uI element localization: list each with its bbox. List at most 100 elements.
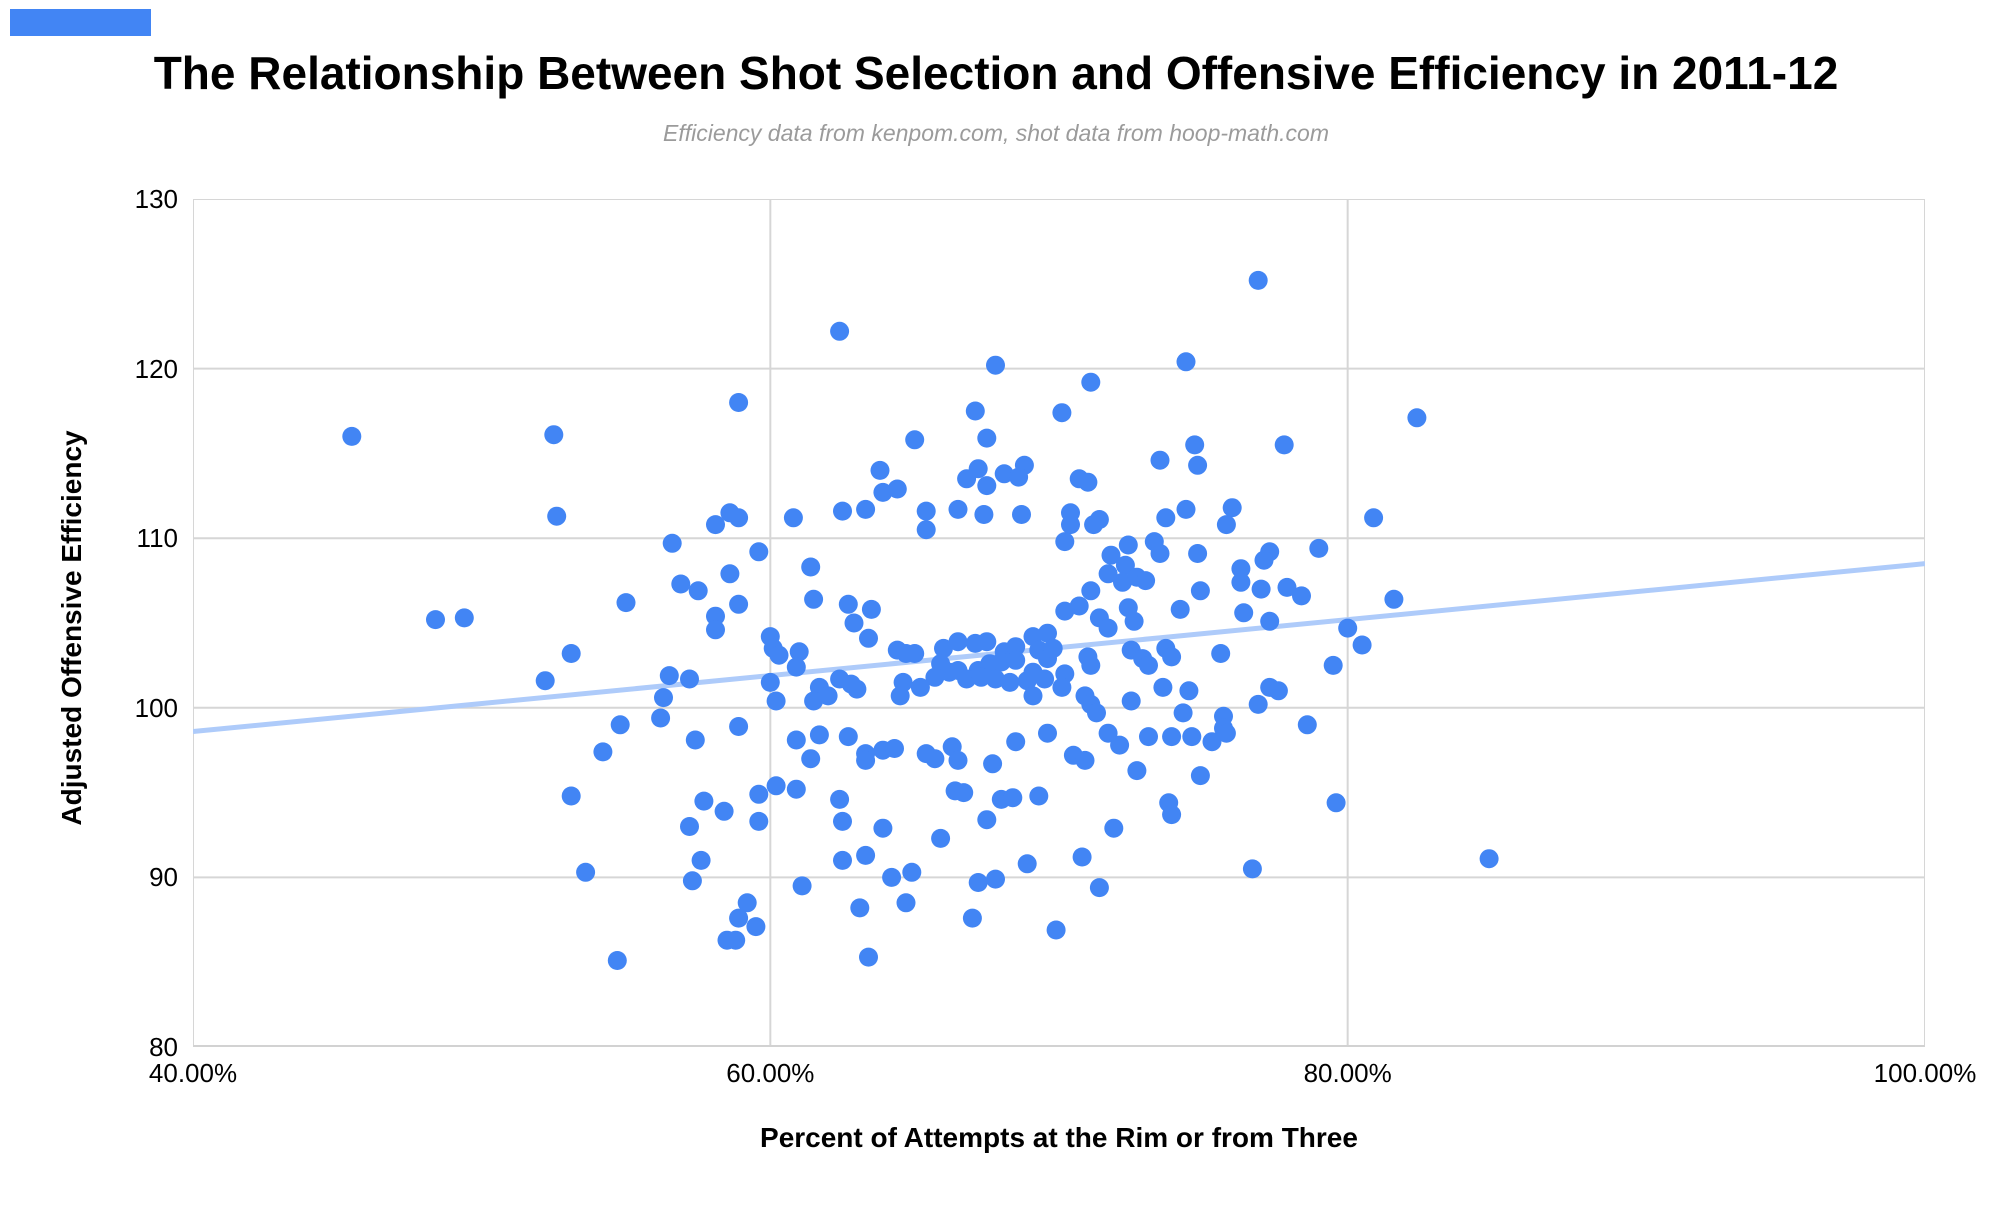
scatter-point bbox=[1407, 408, 1427, 428]
scatter-point bbox=[1127, 761, 1147, 781]
scatter-point bbox=[1139, 655, 1158, 675]
scatter-point bbox=[1173, 703, 1193, 723]
y-tick-label-130: 130 bbox=[134, 184, 178, 214]
scatter-point bbox=[1254, 550, 1274, 570]
scatter-point bbox=[1017, 854, 1037, 874]
scatter-point bbox=[1182, 727, 1202, 747]
scatter-point bbox=[1081, 655, 1101, 675]
scatter-point bbox=[830, 789, 850, 809]
scatter-point bbox=[454, 608, 474, 628]
scatter-point bbox=[1136, 571, 1156, 591]
scatter-point bbox=[1006, 637, 1026, 657]
scatter-point bbox=[706, 515, 725, 535]
scatter-point bbox=[1153, 677, 1173, 697]
scatter-point bbox=[714, 801, 734, 821]
scatter-point bbox=[1185, 435, 1205, 455]
scatter-point bbox=[1078, 472, 1098, 492]
y-tick-label-110: 110 bbox=[136, 523, 178, 554]
scatter-point bbox=[706, 620, 725, 640]
scatter-point bbox=[1156, 508, 1176, 528]
scatter-point bbox=[934, 638, 953, 658]
y-tick-label-100: 100 bbox=[134, 692, 178, 723]
scatter-point bbox=[1055, 601, 1075, 621]
scatter-point bbox=[1061, 515, 1080, 535]
scatter-point bbox=[957, 669, 977, 689]
scatter-point bbox=[833, 501, 852, 521]
scatter-point bbox=[1274, 435, 1294, 455]
scatter-point bbox=[1222, 498, 1242, 518]
scatter-point bbox=[885, 739, 904, 758]
scatter-point bbox=[1072, 847, 1092, 867]
scatter-point bbox=[786, 730, 806, 750]
chart-subtitle: Efficiency data from kenpom.com, shot da… bbox=[662, 120, 1329, 146]
scatter-point bbox=[1055, 532, 1075, 552]
scatter-point bbox=[1046, 920, 1066, 940]
scatter-point bbox=[1188, 544, 1208, 563]
scatter-point bbox=[1176, 499, 1196, 519]
scatter-point bbox=[1188, 455, 1208, 475]
scatter-point bbox=[792, 876, 812, 896]
scatter-point bbox=[769, 645, 789, 665]
scatter-point bbox=[680, 817, 699, 836]
scatter-point bbox=[838, 727, 858, 747]
scatter-point bbox=[986, 669, 1005, 689]
scatter-point bbox=[801, 749, 821, 769]
scatter-point bbox=[896, 893, 916, 913]
scatter-point bbox=[593, 742, 613, 762]
scatter-point bbox=[1087, 703, 1106, 723]
scatter-point bbox=[948, 750, 968, 770]
x-tick-label-80.00%: 80.00% bbox=[1303, 1058, 1392, 1088]
scatter-point bbox=[1121, 691, 1141, 711]
scatter-point bbox=[694, 791, 714, 811]
scatter-point bbox=[1052, 677, 1072, 697]
scatter-point bbox=[1277, 577, 1297, 597]
scatter-point bbox=[1006, 650, 1026, 670]
scatter-point bbox=[925, 667, 945, 687]
scatter-point bbox=[535, 671, 555, 691]
scatter-point bbox=[682, 871, 702, 891]
scatter-point bbox=[844, 613, 864, 633]
scatter-point bbox=[983, 754, 1003, 774]
scatter-point bbox=[1268, 681, 1288, 701]
scatter-point bbox=[547, 506, 567, 526]
scatter-point bbox=[1098, 564, 1118, 584]
scatter-point bbox=[1234, 603, 1254, 623]
scatter-point bbox=[654, 688, 673, 708]
scatter-point bbox=[561, 786, 581, 806]
scatter-point bbox=[902, 862, 922, 882]
scatter-point bbox=[1139, 727, 1158, 747]
scatter-point bbox=[931, 828, 951, 848]
scatter-point bbox=[1297, 715, 1317, 735]
scatter-point bbox=[939, 662, 959, 682]
scatter-point bbox=[1118, 535, 1138, 555]
scatter-point bbox=[870, 460, 890, 480]
scatter-point bbox=[974, 505, 994, 524]
scatter-point bbox=[1017, 671, 1037, 691]
scatter-point bbox=[671, 574, 691, 594]
scatter-point bbox=[729, 393, 749, 412]
scatter-point bbox=[342, 426, 362, 446]
scatter-point bbox=[1098, 618, 1118, 638]
scatter-point bbox=[1104, 818, 1124, 838]
scatter-point bbox=[1309, 538, 1329, 558]
x-tick-label-60.00%: 60.00% bbox=[726, 1058, 815, 1088]
scatter-point bbox=[850, 898, 870, 918]
scatter-point bbox=[1110, 735, 1130, 755]
scatter-point bbox=[616, 593, 636, 613]
scatter-point bbox=[1098, 723, 1118, 743]
scatter-point bbox=[1242, 859, 1262, 879]
scatter-point bbox=[948, 632, 968, 652]
scatter-point bbox=[766, 691, 786, 711]
scatter-point bbox=[833, 811, 852, 831]
scatter-point bbox=[1003, 788, 1023, 808]
scatter-point bbox=[1479, 849, 1499, 869]
scatter-point bbox=[1216, 723, 1236, 743]
scatter-point bbox=[1069, 596, 1089, 616]
scatter-point bbox=[905, 644, 925, 663]
scatter-point bbox=[749, 811, 769, 831]
scatter-point bbox=[544, 425, 564, 445]
scatter-point bbox=[833, 850, 852, 870]
scatter-point bbox=[729, 717, 749, 736]
y-tick-label-80: 80 bbox=[149, 1032, 178, 1062]
scatter-point bbox=[749, 542, 769, 562]
